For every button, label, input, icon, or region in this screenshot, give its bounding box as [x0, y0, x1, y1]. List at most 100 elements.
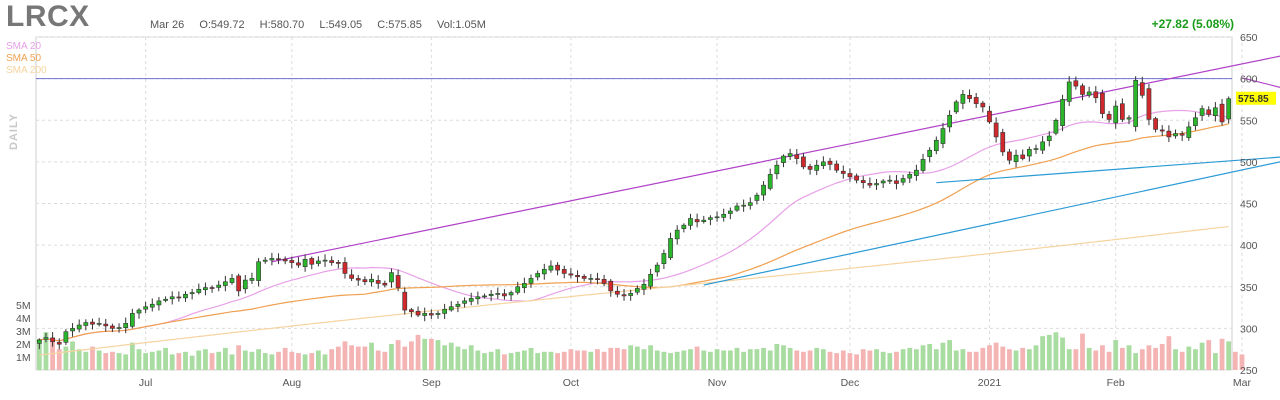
volume-tick-label: 3M	[16, 326, 31, 338]
volume-bar	[1153, 347, 1158, 370]
candle-body	[807, 166, 813, 170]
candle-body	[714, 216, 720, 219]
volume-bar	[229, 354, 235, 370]
price-axis: 650 600 550 500 450 400 350 300 250	[1240, 32, 1258, 377]
volume-tick-label: 1M	[16, 352, 31, 364]
volume-bar	[820, 349, 826, 370]
volume-bar	[1053, 332, 1059, 370]
candle-body	[183, 293, 188, 299]
close-value: C:575.85	[377, 19, 422, 31]
candle-body	[36, 339, 42, 344]
candle-body	[289, 260, 295, 263]
volume-bar	[847, 353, 853, 370]
volume-bar	[621, 349, 627, 370]
volume-bar	[907, 347, 913, 370]
candle-body	[727, 210, 733, 214]
candle-body	[648, 273, 653, 287]
volume-bar	[143, 353, 149, 370]
volume-bar	[1080, 333, 1085, 370]
candle-body	[1193, 117, 1198, 126]
volume-bar	[50, 338, 56, 370]
candle-body	[767, 174, 773, 189]
volume-bar	[880, 351, 886, 370]
candle-body	[827, 160, 833, 165]
candle-body	[834, 163, 840, 171]
candle-body	[615, 290, 620, 295]
volume-bar	[774, 344, 780, 370]
volume-bar	[608, 347, 614, 370]
volume-bar	[415, 334, 421, 370]
volume-bar	[1073, 349, 1079, 370]
candle-body	[83, 322, 89, 326]
candle-body	[953, 101, 959, 113]
candle-body	[1013, 154, 1019, 162]
candle-body	[96, 323, 102, 325]
candle-body	[774, 164, 780, 175]
volume-bar	[913, 349, 919, 370]
volume-bar	[1199, 342, 1205, 370]
candle-body	[1040, 141, 1045, 151]
volume-bar	[1119, 347, 1125, 370]
volume-bar	[967, 351, 972, 370]
volume-bar	[329, 349, 335, 370]
volume-bar	[1232, 351, 1238, 370]
volume-bar	[276, 351, 281, 370]
candle-body	[475, 296, 481, 300]
candle-body	[1066, 81, 1072, 102]
price-tick-label: 350	[1240, 282, 1258, 294]
volume-bar	[575, 350, 580, 370]
candle-body	[1126, 117, 1132, 120]
candle-body	[721, 214, 727, 218]
candle-body	[316, 260, 321, 264]
volume-bar	[947, 340, 953, 370]
candle-body	[422, 313, 428, 316]
candle-body	[967, 95, 972, 99]
volume-bar	[641, 349, 647, 370]
volume-bar	[628, 345, 634, 370]
volume-bar	[1000, 346, 1006, 370]
price-tick-label: 250	[1240, 365, 1258, 377]
candle-body	[940, 128, 946, 144]
candle-body	[801, 156, 806, 168]
volume-bar	[727, 350, 733, 370]
volume-bar	[807, 350, 813, 370]
candle-body	[1020, 154, 1026, 159]
candle-body	[860, 180, 866, 183]
candle-body	[1046, 135, 1052, 141]
volume-bar	[382, 351, 388, 370]
volume-bar	[269, 354, 275, 370]
volume-bar	[754, 349, 760, 370]
volume-bar	[854, 354, 859, 370]
volume-bar	[369, 342, 374, 370]
volume-bar	[927, 344, 933, 370]
price-tick-label: 550	[1240, 115, 1258, 127]
candle-body	[189, 292, 195, 295]
volume-bar	[488, 351, 494, 370]
candle-body	[1086, 91, 1092, 96]
volume-bar	[1093, 350, 1099, 370]
volume-bar	[555, 353, 560, 370]
volume-bar	[315, 350, 321, 370]
volume-bar	[515, 351, 521, 370]
volume-bar	[462, 349, 467, 370]
last-price-tag: 575.85	[1236, 91, 1276, 105]
last-price-label: 575.85	[1238, 94, 1269, 105]
candle-body	[229, 278, 235, 283]
volume-bar	[129, 342, 135, 370]
volume-bar	[827, 351, 833, 370]
candle-body	[747, 202, 753, 206]
candle-body	[495, 293, 501, 295]
volume-bar	[176, 353, 182, 370]
volume-bar	[156, 350, 162, 370]
volume-bar	[980, 347, 986, 370]
volume-bar	[781, 345, 786, 370]
candle-body	[1120, 103, 1125, 120]
candle-body	[43, 337, 49, 340]
volume-bar	[953, 350, 959, 370]
volume-bar	[349, 345, 355, 370]
volume-bar	[43, 332, 49, 370]
candle-body	[1219, 103, 1225, 123]
candle-body	[914, 169, 919, 176]
candle-body	[143, 306, 148, 310]
